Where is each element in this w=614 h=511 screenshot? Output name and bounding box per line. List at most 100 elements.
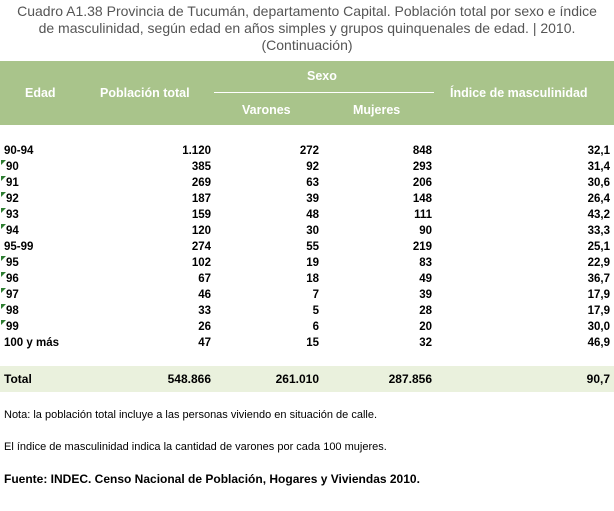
table-row: 90 385 92 293 31,4 (0, 159, 614, 175)
cell-mujeres: 90 (419, 225, 432, 237)
cell-edad: 94 (6, 225, 19, 237)
table-row: 96 67 18 49 36,7 (0, 271, 614, 287)
cell-varones: 7 (312, 289, 319, 301)
header-indice: Índice de masculinidad (450, 86, 588, 100)
cell-edad: 99 (6, 321, 19, 333)
table-body: 90-94 1.120 272 848 32,1 90 385 92 293 31,4 91 269 6… (0, 143, 614, 351)
cell-varones: 39 (306, 193, 319, 205)
table-row: 99 26 6 20 30,0 (0, 319, 614, 335)
cell-varones: 63 (306, 177, 319, 189)
table-row: 91 269 63 206 30,6 (0, 175, 614, 191)
cell-varones: 5 (312, 305, 319, 317)
cell-mujeres: 111 (414, 209, 432, 221)
cell-indice: 31,4 (587, 161, 610, 173)
header-sexo-underline (214, 92, 434, 93)
cell-indice: 32,1 (587, 145, 610, 157)
cell-mujeres: 28 (419, 305, 432, 317)
table-row: 100 y más 47 15 32 46,9 (0, 335, 614, 351)
cell-poblacion-total: 67 (198, 273, 211, 285)
cell-mujeres: 39 (419, 289, 432, 301)
cell-marker-icon (1, 288, 6, 293)
cell-marker-icon (1, 160, 6, 165)
cell-marker-icon (1, 304, 6, 309)
table-row: 94 120 30 90 33,3 (0, 223, 614, 239)
table-row: 98 33 5 28 17,9 (0, 303, 614, 319)
table-title: Cuadro A1.38 Provincia de Tucumán, depar… (0, 3, 614, 54)
cell-mujeres: 20 (419, 321, 432, 333)
cell-indice: 26,4 (587, 193, 610, 205)
cell-mujeres: 148 (412, 193, 432, 205)
header-sexo: Sexo (307, 69, 337, 83)
cell-marker-icon (1, 256, 6, 261)
cell-mujeres: 83 (419, 257, 432, 269)
cell-poblacion-total: 46 (198, 289, 211, 301)
table-row: 90-94 1.120 272 848 32,1 (0, 143, 614, 159)
title-line-2: de masculinidad, según edad en años simp… (38, 20, 576, 36)
cell-marker-icon (1, 320, 6, 325)
cell-edad: 92 (6, 193, 19, 205)
cell-varones: 92 (306, 161, 319, 173)
header-edad: Edad (25, 86, 56, 100)
total-row: Total 548.866 261.010 287.856 90,7 (0, 366, 614, 392)
title-line-3: (Continuación) (261, 37, 353, 53)
note-poblacion: Nota: la población total incluye a las p… (4, 409, 378, 421)
cell-indice: 30,0 (587, 321, 610, 333)
table-row: 93 159 48 111 43,2 (0, 207, 614, 223)
total-label: Total (4, 372, 32, 386)
cell-edad: 97 (6, 289, 19, 301)
cell-poblacion-total: 26 (198, 321, 211, 333)
cell-edad: 96 (6, 273, 19, 285)
cell-marker-icon (1, 192, 6, 197)
cell-marker-icon (1, 224, 6, 229)
cell-mujeres: 219 (412, 241, 432, 253)
header-poblacion-total: Población total (100, 86, 190, 100)
cell-edad: 93 (6, 209, 19, 221)
table-row: 95-99 274 55 219 25,1 (0, 239, 614, 255)
cell-poblacion-total: 385 (191, 161, 211, 173)
cell-edad: 90 (6, 161, 19, 173)
cell-varones: 19 (306, 257, 319, 269)
cell-poblacion-total: 274 (191, 241, 211, 253)
cell-varones: 272 (299, 145, 319, 157)
cell-varones: 55 (306, 241, 319, 253)
title-line-1: Cuadro A1.38 Provincia de Tucumán, depar… (17, 3, 597, 19)
cell-poblacion-total: 187 (191, 193, 211, 205)
cell-varones: 48 (306, 209, 319, 221)
cell-edad: 95 (6, 257, 19, 269)
cell-edad: 90-94 (4, 145, 34, 157)
fuente: Fuente: INDEC. Censo Nacional de Poblaci… (4, 472, 420, 486)
cell-edad: 91 (6, 177, 19, 189)
total-indice: 90,7 (586, 372, 610, 386)
table-row: 97 46 7 39 17,9 (0, 287, 614, 303)
cell-varones: 18 (306, 273, 319, 285)
cell-mujeres: 293 (412, 161, 432, 173)
cell-indice: 36,7 (587, 273, 610, 285)
cell-poblacion-total: 159 (191, 209, 211, 221)
cell-indice: 46,9 (587, 337, 610, 349)
cell-poblacion-total: 33 (198, 305, 211, 317)
cell-indice: 25,1 (587, 241, 610, 253)
cell-edad: 98 (6, 305, 19, 317)
cell-varones: 6 (312, 321, 319, 333)
cell-varones: 30 (306, 225, 319, 237)
total-varones: 261.010 (275, 372, 319, 386)
cell-poblacion-total: 1.120 (182, 145, 211, 157)
cell-edad: 100 y más (4, 337, 59, 349)
table-header: Edad Población total Sexo Varones Mujere… (0, 61, 614, 125)
note-indice: El índice de masculinidad indica la cant… (4, 441, 387, 453)
cell-mujeres: 32 (419, 337, 432, 349)
cell-indice: 43,2 (587, 209, 610, 221)
cell-marker-icon (1, 176, 6, 181)
table-row: 95 102 19 83 22,9 (0, 255, 614, 271)
cell-edad: 95-99 (4, 241, 34, 253)
cell-poblacion-total: 120 (191, 225, 211, 237)
table-row: 92 187 39 148 26,4 (0, 191, 614, 207)
cell-poblacion-total: 102 (191, 257, 211, 269)
cell-mujeres: 848 (412, 145, 432, 157)
cell-indice: 17,9 (587, 289, 610, 301)
cell-poblacion-total: 269 (191, 177, 211, 189)
header-mujeres: Mujeres (353, 103, 401, 117)
total-mujeres: 287.856 (388, 372, 432, 386)
cell-marker-icon (1, 272, 6, 277)
total-poblacion: 548.866 (167, 372, 211, 386)
